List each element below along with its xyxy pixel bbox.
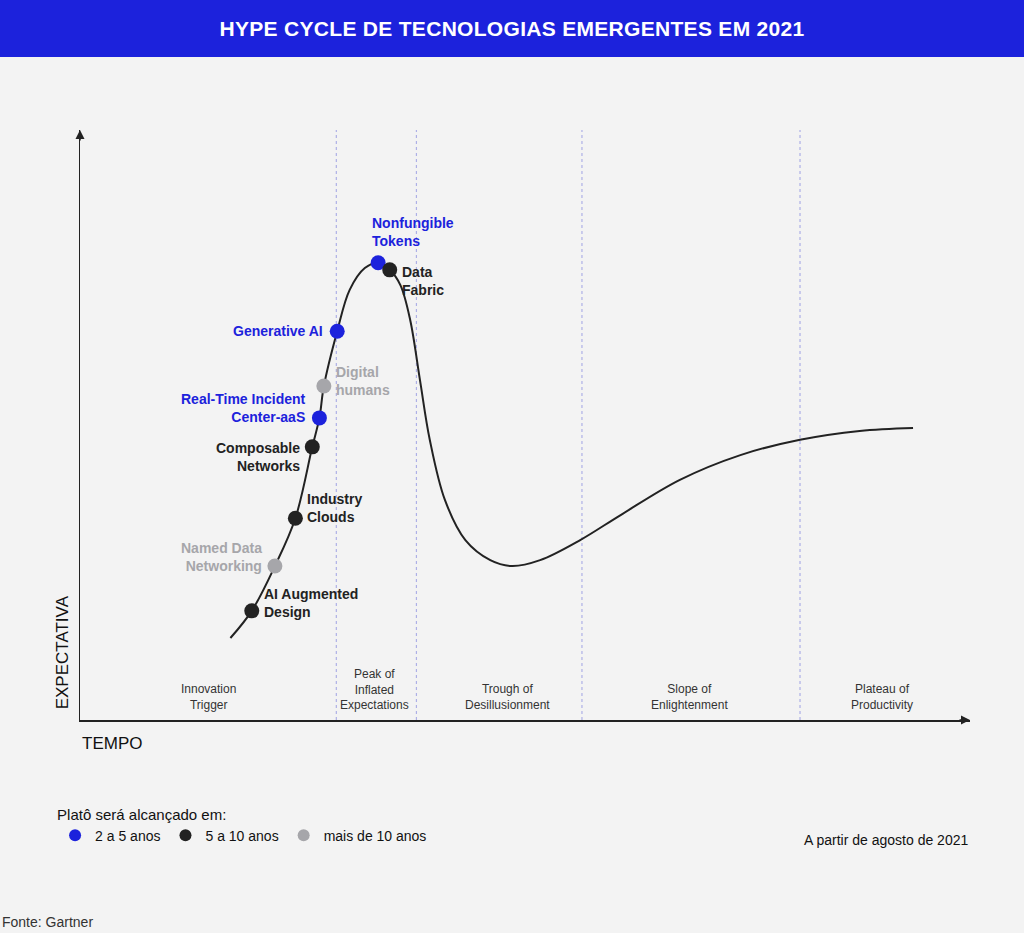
svg-text:Fonte: Gartner: Fonte: Gartner (2, 914, 93, 930)
svg-text:EXPECTATIVA: EXPECTATIVA (53, 595, 72, 709)
svg-text:Platô será alcançado em:: Platô será alcançado em: (57, 806, 226, 823)
svg-text:NonfungibleTokens: NonfungibleTokens (372, 215, 454, 249)
svg-text:IndustryClouds: IndustryClouds (307, 491, 362, 525)
svg-text:TEMPO: TEMPO (82, 734, 142, 753)
svg-text:Plateau ofProductivity: Plateau ofProductivity (851, 682, 913, 712)
svg-text:InnovationTrigger: InnovationTrigger (181, 682, 236, 712)
svg-text:Peak ofInflatedExpectations: Peak ofInflatedExpectations (340, 667, 409, 712)
svg-text:AI AugmentedDesign: AI AugmentedDesign (264, 586, 358, 620)
svg-text:Real-Time IncidentCenter-aaS: Real-Time IncidentCenter-aaS (181, 391, 306, 425)
svg-text:Named DataNetworking: Named DataNetworking (181, 540, 262, 574)
svg-text:Slope ofEnlightenment: Slope ofEnlightenment (651, 682, 728, 712)
svg-text:DataFabric: DataFabric (402, 264, 444, 298)
svg-text:A partir de agosto de 2021: A partir de agosto de 2021 (804, 832, 968, 848)
svg-text:ComposableNetworks: ComposableNetworks (216, 440, 300, 474)
svg-text:Trough ofDesillusionment: Trough ofDesillusionment (465, 682, 550, 712)
svg-text:5 a 10 anos: 5 a 10 anos (205, 828, 278, 844)
svg-text:mais de 10 anos: mais de 10 anos (324, 828, 427, 844)
html-text:HYPE CYCLE DE TECNOLOGIAS EMER: HYPE CYCLE DE TECNOLOGIAS EMERGENTES EM … (219, 17, 805, 40)
svg-text:2 a 5 anos: 2 a 5 anos (95, 828, 160, 844)
svg-text:Digitalhumans: Digitalhumans (336, 364, 390, 398)
svg-text:Generative AI: Generative AI (233, 323, 323, 339)
